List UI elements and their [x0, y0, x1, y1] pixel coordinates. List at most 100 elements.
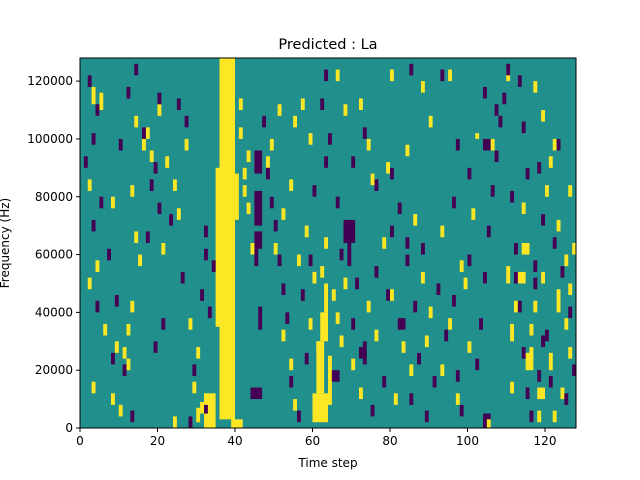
heatmap-cell	[506, 266, 511, 284]
heatmap-cell	[351, 318, 356, 330]
heatmap-cell	[207, 306, 212, 319]
heatmap-cell	[134, 63, 139, 76]
heatmap-cell	[142, 138, 146, 151]
heatmap-cell	[91, 133, 96, 145]
heatmap-cell	[444, 329, 449, 342]
heatmap-cell	[204, 248, 208, 261]
heatmap-cell	[486, 225, 491, 238]
heatmap-cell	[95, 300, 100, 313]
heatmap-cell	[308, 254, 313, 267]
heatmap-cell	[126, 358, 131, 371]
heatmap-cell	[335, 312, 340, 324]
heatmap-cell	[459, 404, 464, 417]
heatmap-cell	[161, 243, 166, 255]
heatmap-cell	[552, 237, 557, 249]
heatmap-cell	[401, 341, 406, 353]
heatmap-cell	[440, 69, 445, 82]
heatmap-cell	[242, 167, 247, 180]
heatmap-cell	[87, 75, 92, 87]
heatmap-cell	[355, 277, 359, 290]
heatmap-cell	[533, 277, 538, 290]
heatmap-cell	[254, 150, 263, 174]
heatmap-cell	[537, 387, 545, 400]
heatmap-cell	[471, 208, 476, 220]
heatmap-cell	[118, 138, 123, 151]
heatmap-cell	[533, 260, 538, 272]
heatmap-cell	[545, 329, 549, 342]
heatmap-cell	[514, 243, 518, 255]
heatmap-cell	[533, 300, 538, 313]
heatmap-cell	[359, 387, 363, 400]
y-tick-label: 80000	[35, 190, 73, 204]
heatmap-cell	[440, 225, 445, 238]
heatmap-cell	[362, 127, 367, 139]
heatmap-cell	[130, 185, 135, 197]
heatmap-cell	[490, 138, 495, 151]
heatmap-cell	[421, 271, 425, 284]
heatmap-cell	[266, 167, 270, 180]
heatmap-cell	[149, 179, 154, 191]
heatmap-cell	[192, 381, 197, 394]
heatmap-cell	[254, 231, 263, 249]
heatmap-cell	[541, 271, 545, 284]
heatmap-cell	[130, 410, 135, 423]
heatmap-cell	[157, 104, 162, 116]
heatmap-cell	[568, 306, 573, 319]
heatmap-cell	[262, 115, 266, 128]
heatmap-cells	[83, 58, 576, 428]
heatmap-cell	[149, 150, 154, 163]
heatmap-cell	[525, 352, 530, 371]
heatmap-cell	[452, 295, 456, 307]
heatmap-cell	[525, 387, 530, 400]
heatmap-cell	[126, 86, 131, 99]
heatmap-cell	[517, 300, 522, 313]
heatmap-cell	[517, 75, 522, 87]
heatmap-cell	[99, 92, 104, 111]
heatmap-cell	[176, 98, 181, 111]
heatmap-cell	[95, 104, 100, 116]
heatmap-cell	[200, 289, 204, 301]
heatmap-cell	[111, 393, 115, 405]
heatmap-cell	[552, 410, 557, 423]
heatmap-cell	[176, 208, 181, 220]
heatmap-cell	[111, 352, 115, 365]
heatmap-cell	[103, 323, 108, 336]
heatmap-cell	[494, 150, 499, 163]
heatmap-cell	[312, 393, 328, 423]
heatmap-cell	[153, 162, 158, 174]
heatmap-cell	[320, 312, 328, 342]
heatmap-cell	[506, 63, 511, 76]
heatmap-cell	[359, 98, 363, 111]
heatmap-cell	[273, 219, 278, 232]
heatmap-cell	[548, 375, 553, 388]
heatmap-cell	[304, 225, 309, 238]
x-tick-label: 100	[456, 434, 479, 448]
heatmap-cell	[324, 156, 328, 168]
heatmap-cell	[529, 410, 534, 423]
heatmap-cell	[269, 138, 274, 151]
heatmap-cell	[91, 381, 96, 394]
heatmap-cell	[374, 266, 379, 278]
heatmap-cell	[250, 243, 255, 255]
heatmap-cell	[366, 300, 371, 313]
plot-frame	[79, 57, 577, 429]
heatmap-cell	[138, 254, 142, 267]
heatmap-cell	[459, 260, 464, 272]
heatmap-cell	[134, 231, 139, 243]
heatmap-cell	[188, 416, 193, 428]
heatmap-cell	[463, 277, 468, 290]
heatmap-cell	[87, 179, 92, 191]
heatmap-cell	[87, 277, 92, 290]
heatmap-cell	[343, 104, 348, 116]
heatmap-cell	[494, 104, 499, 116]
heatmap-cell	[397, 202, 402, 215]
heatmap-cell	[405, 237, 410, 249]
heatmap-cell	[537, 162, 542, 174]
heatmap-cell	[293, 115, 297, 128]
heatmap-cell	[297, 254, 301, 267]
x-tick-label: 120	[534, 434, 557, 448]
heatmap-cell	[525, 167, 530, 180]
heatmap-cell	[521, 121, 526, 134]
x-axis: 0 20 40 60 80 100 120	[76, 428, 556, 448]
heatmap-cell	[409, 393, 414, 405]
